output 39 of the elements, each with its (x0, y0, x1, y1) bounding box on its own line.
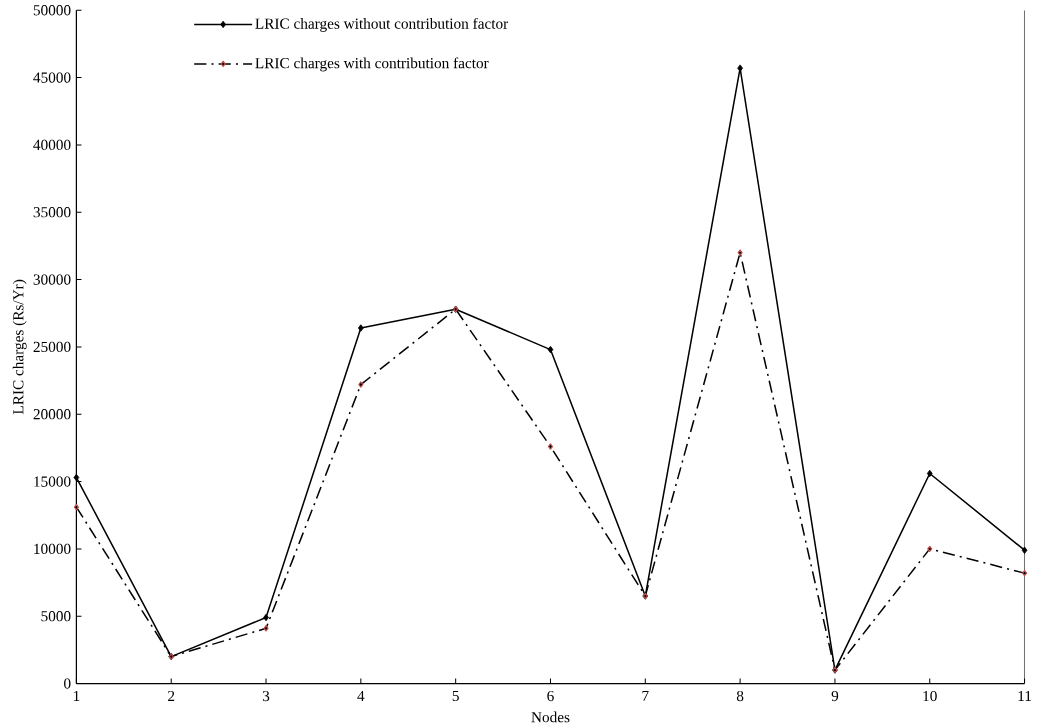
y-tick-label: 20000 (33, 408, 71, 420)
point (927, 545, 933, 552)
x-tick-label: 4 (357, 690, 365, 701)
point (926, 469, 933, 477)
y-tick-label: 50000 (33, 4, 71, 16)
x-tick-label: 8 (736, 690, 744, 701)
y-tick-label: 15000 (34, 476, 71, 487)
y-tick-label: 10000 (34, 543, 71, 554)
point (547, 345, 554, 354)
point (1021, 569, 1028, 577)
y-tick-label: 0 (64, 678, 71, 689)
x-tick-label: 3 (262, 690, 270, 701)
x-tick-label: 11 (1018, 690, 1031, 701)
point (1021, 546, 1028, 554)
y-axis-title: LRIC charges (Rs/Yr) (12, 279, 27, 414)
x-tick-label: 9 (831, 690, 839, 701)
point (73, 503, 79, 511)
y-tick-label: 25000 (33, 341, 71, 352)
x-tick-label: 7 (642, 690, 649, 701)
point (357, 324, 364, 332)
y-tick-label: 35000 (33, 206, 71, 218)
point (547, 443, 554, 450)
x-tick-label: 10 (923, 690, 937, 701)
x-axis-title: Nodes (531, 711, 570, 723)
y-tick-label: 45000 (33, 72, 71, 83)
point (263, 624, 269, 632)
y-tick-label: 30000 (33, 274, 71, 285)
point (737, 64, 743, 72)
x-tick-label: 2 (168, 690, 175, 701)
point (73, 473, 80, 481)
x-tick-label: 5 (452, 690, 459, 701)
point (358, 381, 364, 388)
y-tick-label: 40000 (33, 139, 71, 150)
x-tick-label: 6 (547, 690, 554, 701)
legend-label: LRIC charges without contribution factor (255, 17, 509, 32)
y-tick-label: 5000 (41, 610, 71, 622)
point (737, 249, 743, 256)
x-tick-label: 1 (73, 690, 80, 701)
legend-label: LRIC charges with contribution factor (255, 57, 489, 72)
